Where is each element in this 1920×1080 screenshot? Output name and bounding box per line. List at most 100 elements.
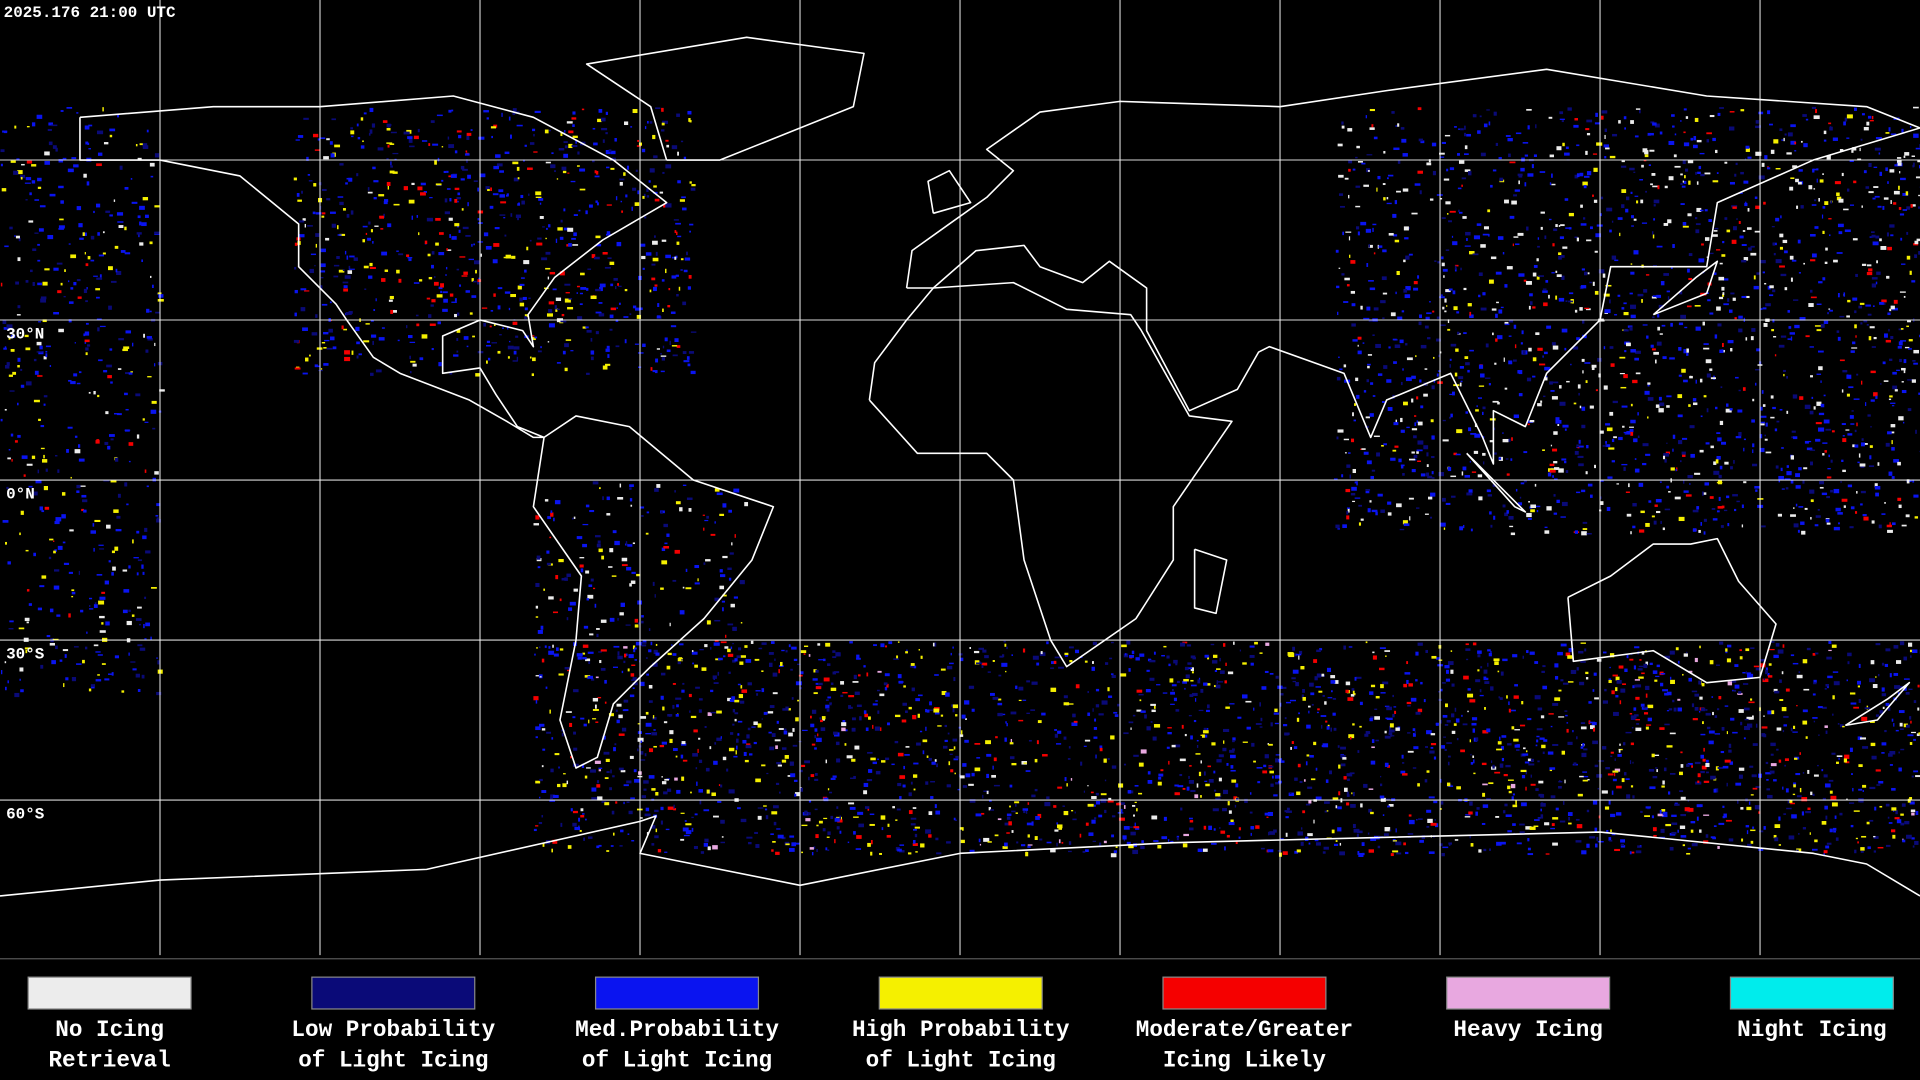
icing-pixel: [1901, 263, 1906, 265]
icing-pixel: [1608, 837, 1612, 841]
icing-pixel: [1888, 398, 1892, 401]
icing-pixel: [1729, 761, 1734, 765]
icing-pixel: [1041, 712, 1046, 716]
icing-pixel: [645, 722, 652, 727]
icing-pixel: [1110, 735, 1115, 740]
icing-pixel: [1700, 754, 1704, 759]
icing-pixel: [1850, 423, 1855, 425]
icing-pixel: [1116, 802, 1122, 806]
icing-pixel: [695, 767, 698, 770]
icing-pixel: [820, 719, 823, 723]
icing-pixel: [1388, 729, 1395, 733]
icing-pixel: [1842, 725, 1845, 728]
icing-pixel: [1754, 805, 1761, 810]
icing-pixel: [1576, 736, 1578, 740]
icing-pixel: [1740, 807, 1744, 810]
icing-pixel: [902, 702, 907, 706]
icing-pixel: [1490, 524, 1493, 528]
icing-pixel: [435, 242, 439, 246]
icing-pixel: [1610, 751, 1614, 754]
icing-pixel: [770, 641, 775, 644]
icing-pixel: [1447, 755, 1451, 758]
icing-pixel: [639, 817, 643, 819]
icing-pixel: [1600, 496, 1602, 500]
icing-pixel: [1447, 761, 1450, 766]
icing-pixel: [886, 834, 891, 838]
icing-pixel: [1889, 673, 1892, 678]
icing-pixel: [1147, 780, 1153, 784]
icing-pixel: [1899, 213, 1905, 216]
icing-pixel: [1344, 452, 1347, 454]
icing-pixel: [601, 127, 608, 131]
icing-pixel: [1377, 493, 1383, 497]
icing-pixel: [1738, 221, 1741, 224]
icing-pixel: [508, 116, 511, 121]
icing-pixel: [486, 117, 489, 120]
icing-pixel: [1825, 518, 1830, 523]
icing-pixel: [1770, 742, 1776, 747]
icing-pixel: [579, 168, 586, 172]
icing-pixel: [588, 661, 591, 665]
icing-pixel: [1638, 665, 1644, 668]
icing-pixel: [1860, 503, 1863, 506]
icing-pixel: [555, 238, 558, 243]
icing-pixel: [1507, 830, 1512, 833]
icing-pixel: [1305, 761, 1308, 766]
icing-pixel: [1860, 490, 1866, 494]
icing-pixel: [1814, 199, 1817, 202]
icing-pixel: [1706, 139, 1710, 143]
icing-pixel: [1136, 808, 1138, 812]
icing-pixel: [1188, 775, 1190, 779]
icing-pixel: [1050, 661, 1056, 665]
icing-pixel: [737, 733, 740, 736]
icing-pixel: [928, 811, 933, 816]
icing-pixel: [587, 268, 592, 270]
icing-pixel: [1768, 663, 1772, 666]
icing-pixel: [341, 325, 344, 330]
icing-pixel: [1445, 201, 1451, 205]
icing-pixel: [1480, 152, 1486, 157]
icing-pixel: [1678, 440, 1683, 445]
icing-pixel: [348, 265, 351, 270]
icing-pixel: [1786, 376, 1788, 379]
icing-pixel: [1645, 453, 1651, 456]
icing-pixel: [937, 725, 942, 727]
icing-pixel: [757, 723, 762, 728]
icing-pixel: [1439, 296, 1445, 299]
icing-pixel: [1365, 641, 1368, 644]
icing-pixel: [661, 107, 664, 112]
icing-pixel: [1072, 818, 1077, 821]
icing-pixel: [1467, 710, 1469, 713]
icing-pixel: [1442, 714, 1448, 718]
icing-pixel: [1718, 696, 1722, 700]
icing-pixel: [1259, 726, 1263, 728]
icing-pixel: [1856, 422, 1858, 427]
icing-pixel: [1681, 451, 1686, 455]
icing-pixel: [875, 770, 881, 775]
icing-pixel: [1337, 429, 1344, 433]
icing-pixel: [565, 292, 570, 294]
icing-pixel: [1809, 449, 1816, 451]
icing-pixel: [616, 307, 618, 309]
icing-pixel: [1620, 843, 1625, 846]
icing-pixel: [1849, 159, 1854, 162]
icing-pixel: [1504, 512, 1508, 517]
icing-pixel: [457, 192, 461, 196]
icing-pixel: [583, 723, 587, 727]
icing-pixel: [1327, 697, 1333, 699]
icing-pixel: [1477, 130, 1481, 134]
icing-pixel: [1862, 790, 1864, 792]
icing-pixel: [524, 144, 527, 147]
icing-pixel: [707, 846, 711, 851]
icing-pixel: [1890, 402, 1896, 404]
icing-pixel: [1523, 279, 1527, 282]
icing-pixel: [1886, 275, 1890, 279]
icing-pixel: [734, 718, 737, 722]
icing-pixel: [1429, 301, 1431, 303]
icing-pixel: [1316, 673, 1321, 678]
icing-pixel: [1712, 711, 1714, 716]
icing-pixel: [1918, 392, 1920, 395]
icing-pixel: [1346, 507, 1350, 509]
icing-pixel: [481, 307, 488, 309]
icing-pixel: [1642, 462, 1647, 466]
